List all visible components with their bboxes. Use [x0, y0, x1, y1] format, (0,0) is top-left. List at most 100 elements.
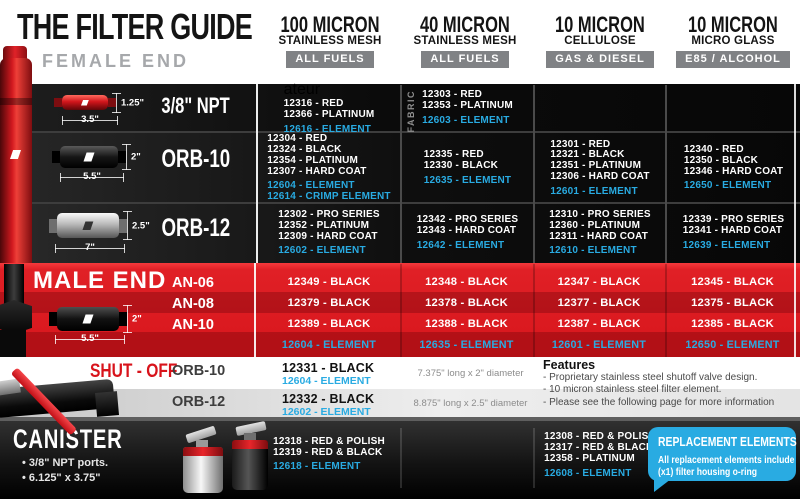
female-row-orb12-bg	[28, 204, 800, 263]
row-stripe	[0, 332, 800, 357]
height-dimension: 2.5"	[123, 211, 150, 240]
row-label-an08: AN-08	[172, 296, 214, 312]
part-number: 12351 - PLATINUM	[550, 160, 642, 172]
part-number: 12339 - PRO SERIES	[682, 214, 785, 226]
shutoff-valve-cap	[94, 391, 120, 417]
part-number: 12366 - PLATINUM	[283, 109, 375, 121]
red-filter-product-cap	[3, 46, 27, 60]
part-number: 12389 - BLACK	[287, 318, 371, 330]
aeromotive-logo-mark	[83, 152, 95, 162]
npt-filter-image	[54, 95, 116, 110]
part-number: 12342 - PRO SERIES	[416, 214, 519, 226]
part-number: 12341 - HARD COAT	[682, 225, 783, 237]
element-part-number: 12639 - ELEMENT	[682, 239, 771, 251]
dimension-label: 3.5"	[81, 113, 99, 125]
part-number: 12352 - PLATINUM	[278, 219, 370, 231]
part-number: 12343 - HARD COAT	[416, 225, 517, 237]
row-label-orb10: ORB-10	[172, 363, 226, 379]
part-number: 12307 - HARD COAT	[267, 165, 367, 177]
row-stripe	[0, 292, 800, 313]
table-cell: ateur 12316 - RED 12366 - PLATINUM 12616 …	[283, 81, 375, 135]
section-label-female-end: FEMALE END	[42, 51, 189, 71]
part-number: 12379 - BLACK	[287, 297, 371, 309]
table-right-border	[794, 84, 796, 357]
column-media: MICRO GLASS	[691, 35, 775, 47]
part-number: 12304 - RED	[267, 133, 328, 145]
canister-neck	[196, 440, 208, 449]
filter-fitting	[52, 150, 60, 164]
table-cell: 12308 - RED & POLISH 12317 - RED & BLACK 1…	[535, 430, 665, 482]
part-number: 12348 - BLACK	[425, 276, 508, 288]
features-block: Features - Proprietary stainless steel s…	[543, 358, 793, 409]
column-separator	[533, 85, 535, 263]
part-number: 12335 - RED	[423, 149, 484, 161]
column-separator	[400, 85, 402, 263]
filter-fitting	[118, 150, 126, 164]
features-title: Features	[543, 358, 596, 372]
an-fitting-body	[0, 330, 26, 357]
part-number: 12318 - RED & POLISH	[273, 435, 385, 447]
part-number: 12302 - PRO SERIES	[278, 208, 380, 220]
part-number: 12309 - HARD COAT	[278, 230, 378, 242]
filter-fitting	[119, 312, 127, 326]
part-number: 12387 - BLACK	[557, 318, 641, 330]
element-part-number: 12610 - ELEMENT	[549, 245, 637, 257]
table-cell: 12335 - RED 12330 - BLACK 12635 - ELEMENT	[402, 135, 533, 202]
canister-bullet: • 6.125" x 3.75"	[22, 471, 101, 484]
part-number: 12375 - BLACK	[691, 297, 774, 309]
canister-black-product-photo	[232, 440, 268, 490]
element-part-number: 12650 - ELEMENT	[685, 339, 780, 351]
dimension-label: 2"	[132, 313, 142, 325]
section-label-male-end: MALE END	[33, 267, 167, 294]
fuel-badge: GAS & DIESEL	[546, 51, 654, 68]
part-number: 12346 - HARD COAT	[683, 165, 784, 177]
height-dimension: 2"	[122, 144, 141, 170]
element-part-number: 12618 - ELEMENT	[273, 461, 361, 473]
aeromotive-logo-mark	[82, 314, 94, 324]
red-filter-product-photo	[0, 58, 32, 264]
orb10-filter-image	[52, 146, 126, 168]
part-number: 12349 - BLACK	[287, 276, 371, 288]
part-number: 12306 - HARD COAT	[550, 170, 650, 182]
column-micron: 40 MICRON	[420, 12, 510, 37]
column-micron: 100 MICRON	[280, 12, 380, 37]
part-number: 12317 - RED & BLACK	[544, 442, 654, 454]
column-header-40-micron: 40 MICRON STAINLESS MESH ALL FUELS	[398, 13, 532, 75]
filter-fitting	[49, 218, 57, 233]
row-label-orb12: ORB-12	[172, 394, 226, 410]
row-separator	[28, 202, 800, 204]
row-label-orb10: ORB-10	[161, 145, 231, 173]
male-end-section	[0, 263, 800, 357]
height-dimension: 1.25"	[112, 93, 144, 113]
dimension-label: 5.5"	[81, 332, 99, 344]
width-dimension: 3.5"	[62, 114, 118, 125]
part-number: 12330 - BLACK	[423, 160, 499, 172]
male-filter-image	[49, 307, 127, 331]
table-cell: 12318 - RED & POLISH 12319 - RED & BLACK …	[258, 432, 400, 478]
filter-fitting	[119, 218, 127, 233]
element-part-number: 12601 - ELEMENT	[550, 185, 638, 197]
table-cell: 12303 - RED 12353 - PLATINUM 12603 - ELEM…	[402, 86, 533, 131]
part-number: 12311 - HARD COAT	[549, 230, 649, 242]
dimension-label: 7"	[85, 241, 95, 253]
part-number: 12345 - BLACK	[691, 276, 774, 288]
dimension-label: 5.5"	[83, 170, 101, 182]
part-number: 12331 - BLACK	[282, 361, 375, 375]
filter-fitting	[49, 312, 57, 326]
element-part-number: 12602 - ELEMENT	[282, 406, 371, 418]
part-number: 12301 - RED	[550, 138, 611, 150]
part-number: 12332 - BLACK	[282, 392, 375, 406]
element-part-number: 12642 - ELEMENT	[416, 239, 505, 251]
part-number: 12354 - PLATINUM	[267, 154, 359, 166]
male-row-an08: 12379 - BLACK 12378 - BLACK 12377 - BLAC…	[258, 297, 800, 309]
aeromotive-logo-mark	[81, 99, 89, 106]
table-cell: 12342 - PRO SERIES 12343 - HARD COAT 1264…	[402, 206, 533, 261]
row-separator	[28, 131, 800, 133]
replacement-title: REPLACEMENT ELEMENTS	[658, 434, 797, 449]
element-part-number: 12614 - CRIMP ELEMENT	[267, 191, 391, 203]
table-cell: 12310 - PRO SERIES 12360 - PLATINUM 12311 …	[535, 206, 665, 261]
row-label-orb12: ORB-12	[161, 214, 231, 242]
part-number: 12316 - RED	[283, 98, 344, 110]
part-number: 12319 - RED & BLACK	[273, 446, 383, 458]
part-number: 12360 - PLATINUM	[549, 219, 641, 231]
